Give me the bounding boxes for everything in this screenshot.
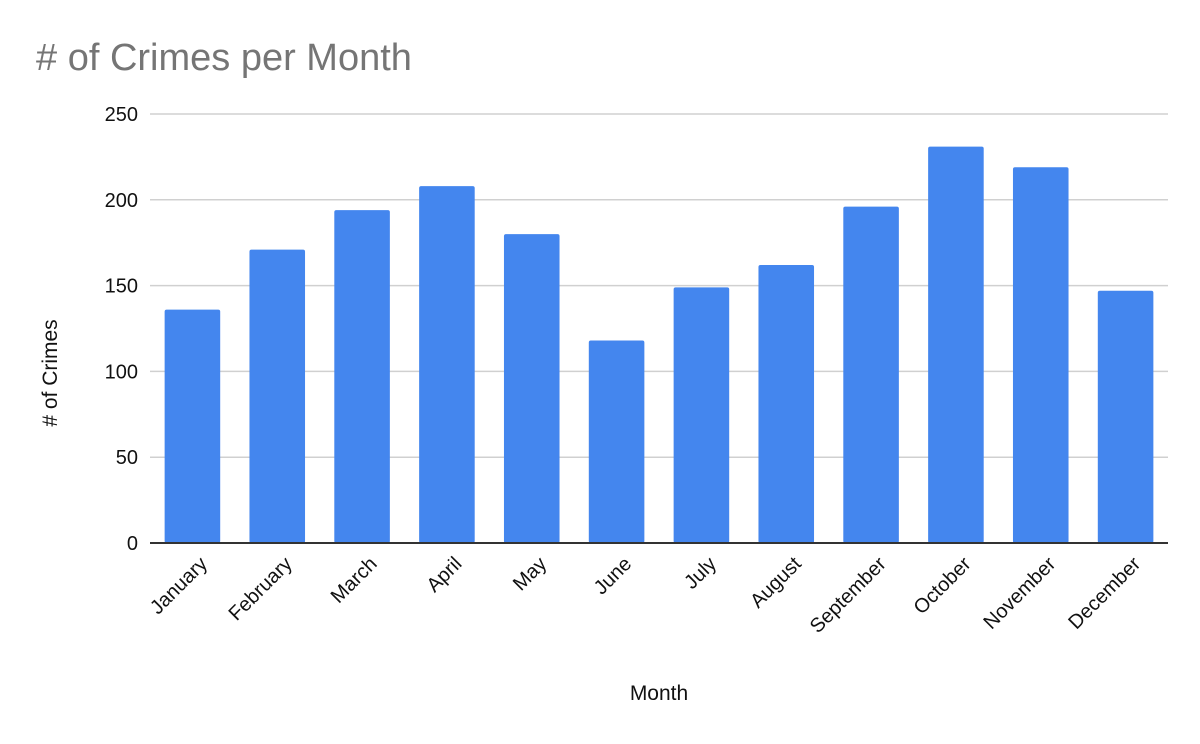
chart-title: # of Crimes per Month (36, 37, 412, 79)
bar-may (503, 234, 560, 543)
y-tick-label: 200 (105, 190, 138, 212)
y-axis-tick-labels: 0 50 100 150 200 250 (105, 104, 138, 555)
bar-july (673, 287, 730, 543)
x-tick-label: May (509, 553, 551, 595)
bar-march (334, 210, 390, 543)
x-tick-label: February (225, 553, 297, 625)
x-tick-label: December (1064, 553, 1145, 634)
gridlines (150, 113, 1168, 458)
bar-february (249, 249, 306, 543)
x-tick-label: November (979, 553, 1060, 634)
y-tick-label: 50 (116, 447, 138, 469)
bar-april (419, 186, 475, 543)
x-tick-label: August (746, 553, 806, 613)
y-tick-label: 150 (105, 276, 138, 298)
x-tick-label: January (146, 553, 212, 619)
bar-november (1012, 167, 1069, 544)
x-axis-title: Month (630, 682, 688, 705)
y-tick-label: 100 (105, 361, 138, 383)
bars (164, 146, 1154, 544)
bar-june (588, 340, 645, 543)
x-tick-label: July (680, 553, 721, 594)
x-tick-label: October (910, 553, 976, 619)
bar-december (1097, 290, 1154, 543)
y-tick-label: 250 (105, 104, 138, 126)
x-tick-label: March (327, 553, 382, 608)
x-tick-label: April (423, 553, 467, 597)
bar-august (758, 265, 815, 543)
bar-september (843, 206, 899, 543)
x-tick-label: September (806, 553, 891, 638)
bar-october (928, 146, 984, 543)
x-tick-label: June (590, 553, 636, 599)
bar-january (164, 309, 221, 543)
y-tick-label: 0 (127, 533, 138, 555)
x-axis-tick-labels: January February March April May June July Augu… (146, 553, 1145, 638)
y-axis-title: # of Crimes (39, 319, 62, 426)
